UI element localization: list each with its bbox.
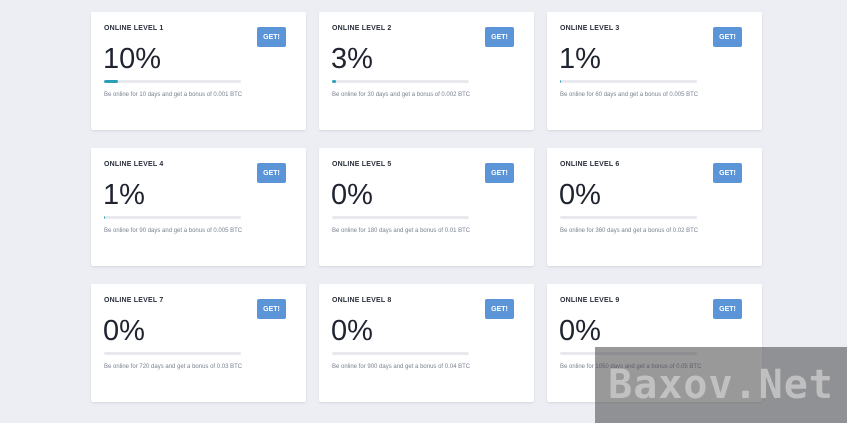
level-progress-bar bbox=[104, 216, 241, 219]
level-title: ONLINE LEVEL 5 bbox=[332, 161, 392, 168]
level-description: Be online for 900 days and get a bonus o… bbox=[332, 364, 471, 370]
level-description: Be online for 720 days and get a bonus o… bbox=[104, 364, 243, 370]
level-progress-bar bbox=[104, 80, 241, 83]
level-card-4: ONLINE LEVEL 4 GET! 1% Be online for 90 … bbox=[91, 148, 306, 266]
level-card-3: ONLINE LEVEL 3 GET! 1% Be online for 60 … bbox=[547, 12, 762, 130]
level-title: ONLINE LEVEL 2 bbox=[332, 25, 392, 32]
get-bonus-button[interactable]: GET! bbox=[257, 27, 286, 47]
level-card-2: ONLINE LEVEL 2 GET! 3% Be online for 30 … bbox=[319, 12, 534, 130]
level-title: ONLINE LEVEL 1 bbox=[104, 25, 164, 32]
level-description: Be online for 60 days and get a bonus of… bbox=[560, 92, 699, 98]
get-bonus-button[interactable]: GET! bbox=[485, 163, 514, 183]
level-card-8: ONLINE LEVEL 8 GET! 0% Be online for 900… bbox=[319, 284, 534, 402]
level-percent: 1% bbox=[103, 179, 145, 211]
level-description: Be online for 360 days and get a bonus o… bbox=[560, 228, 699, 234]
level-progress-bar bbox=[560, 80, 697, 83]
online-levels-grid: ONLINE LEVEL 1 GET! 10% Be online for 10… bbox=[91, 12, 762, 402]
level-title: ONLINE LEVEL 8 bbox=[332, 297, 392, 304]
level-progress-bar bbox=[332, 352, 469, 355]
get-bonus-button[interactable]: GET! bbox=[713, 27, 742, 47]
level-description: Be online for 10 days and get a bonus of… bbox=[104, 92, 243, 98]
watermark: Baxov.Net bbox=[595, 347, 847, 423]
level-progress-fill bbox=[560, 80, 562, 83]
get-bonus-button[interactable]: GET! bbox=[713, 299, 742, 319]
level-title: ONLINE LEVEL 6 bbox=[560, 161, 620, 168]
watermark-text: Baxov.Net bbox=[608, 362, 834, 408]
level-percent: 0% bbox=[331, 315, 373, 347]
level-progress-bar bbox=[560, 216, 697, 219]
level-title: ONLINE LEVEL 3 bbox=[560, 25, 620, 32]
level-card-5: ONLINE LEVEL 5 GET! 0% Be online for 180… bbox=[319, 148, 534, 266]
level-percent: 0% bbox=[559, 179, 601, 211]
level-percent: 0% bbox=[559, 315, 601, 347]
get-bonus-button[interactable]: GET! bbox=[485, 27, 514, 47]
level-percent: 3% bbox=[331, 43, 373, 75]
level-percent: 0% bbox=[103, 315, 145, 347]
level-progress-fill bbox=[104, 216, 106, 219]
get-bonus-button[interactable]: GET! bbox=[485, 299, 514, 319]
level-title: ONLINE LEVEL 4 bbox=[104, 161, 164, 168]
level-title: ONLINE LEVEL 9 bbox=[560, 297, 620, 304]
level-card-7: ONLINE LEVEL 7 GET! 0% Be online for 720… bbox=[91, 284, 306, 402]
level-progress-bar bbox=[332, 216, 469, 219]
level-card-1: ONLINE LEVEL 1 GET! 10% Be online for 10… bbox=[91, 12, 306, 130]
level-progress-bar bbox=[104, 352, 241, 355]
level-description: Be online for 30 days and get a bonus of… bbox=[332, 92, 471, 98]
level-percent: 0% bbox=[331, 179, 373, 211]
get-bonus-button[interactable]: GET! bbox=[713, 163, 742, 183]
level-card-6: ONLINE LEVEL 6 GET! 0% Be online for 360… bbox=[547, 148, 762, 266]
level-percent: 10% bbox=[103, 43, 162, 75]
level-percent: 1% bbox=[559, 43, 601, 75]
get-bonus-button[interactable]: GET! bbox=[257, 163, 286, 183]
level-progress-bar bbox=[332, 80, 469, 83]
get-bonus-button[interactable]: GET! bbox=[257, 299, 286, 319]
level-progress-fill bbox=[332, 80, 337, 83]
level-progress-fill bbox=[104, 80, 118, 83]
level-description: Be online for 180 days and get a bonus o… bbox=[332, 228, 471, 234]
level-title: ONLINE LEVEL 7 bbox=[104, 297, 164, 304]
level-description: Be online for 90 days and get a bonus of… bbox=[104, 228, 243, 234]
